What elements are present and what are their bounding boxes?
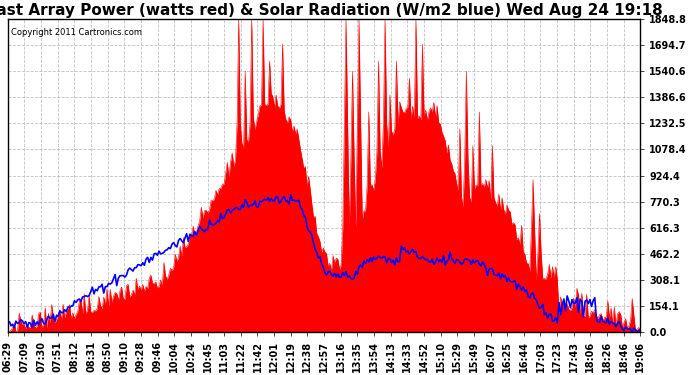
Text: Copyright 2011 Cartronics.com: Copyright 2011 Cartronics.com [11,28,142,38]
Title: East Array Power (watts red) & Solar Radiation (W/m2 blue) Wed Aug 24 19:18: East Array Power (watts red) & Solar Rad… [0,3,662,18]
